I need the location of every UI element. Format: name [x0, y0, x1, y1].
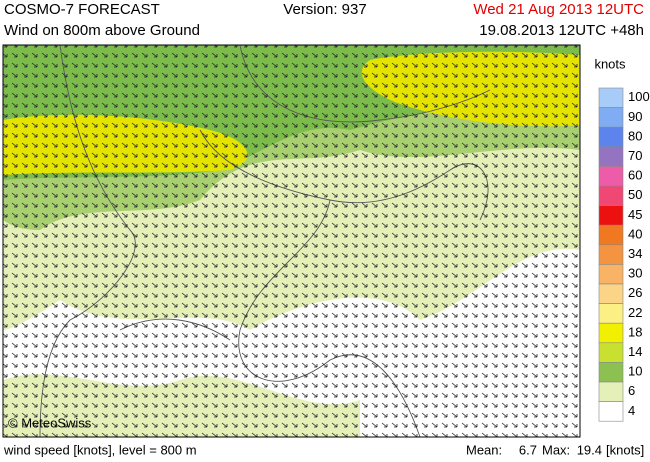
- legend-unit: knots: [594, 56, 626, 71]
- legend-swatch: [598, 166, 624, 187]
- legend: knots 100 90 80 70 60 50 45 40 34 30 26 22 18 14 10 6 4: [594, 56, 650, 422]
- mean-value: 6.7: [519, 442, 537, 457]
- legend-swatch: [598, 244, 624, 265]
- mean-label: Mean:: [466, 442, 502, 457]
- legend-label: 70: [628, 148, 642, 163]
- max-value: 19.4: [577, 442, 602, 457]
- run-time: 19.08.2013 12UTC +48h: [479, 22, 644, 39]
- max-label: Max:: [542, 442, 570, 457]
- version: Version: 937: [283, 1, 366, 18]
- legend-swatch: [598, 205, 624, 226]
- legend-swatch: [598, 362, 624, 383]
- legend-swatch: [598, 381, 624, 402]
- field-title: Wind on 800m above Ground: [4, 22, 200, 39]
- legend-label: 18: [628, 324, 642, 339]
- legend-swatch: [598, 322, 624, 344]
- legend-swatch: [598, 283, 624, 304]
- legend-label: 14: [628, 344, 642, 359]
- legend-label: 90: [628, 109, 642, 124]
- legend-label: 40: [628, 226, 642, 241]
- legend-swatch: [598, 342, 624, 363]
- legend-swatch: [598, 107, 624, 128]
- legend-label: 34: [628, 246, 642, 261]
- legend-label: 60: [628, 168, 642, 183]
- legend-label: 50: [628, 187, 642, 202]
- legend-label: 6: [628, 383, 635, 398]
- legend-label: 100: [628, 89, 650, 104]
- legend-label: 45: [628, 207, 642, 222]
- model-title: COSMO-7 FORECAST: [4, 1, 160, 18]
- valid-time: Wed 21 Aug 2013 12UTC: [473, 1, 644, 18]
- map-frame: [2, 44, 581, 438]
- legend-swatch: [598, 224, 624, 246]
- copyright: © MeteoSwiss: [8, 415, 92, 430]
- footer-description: wind speed [knots], level = 800 m: [3, 442, 197, 457]
- legend-label: 10: [628, 364, 642, 379]
- legend-label: 22: [628, 305, 642, 320]
- legend-swatch: [598, 303, 624, 324]
- legend-label: 4: [628, 403, 635, 418]
- legend-label: 80: [628, 128, 642, 143]
- legend-swatch: [598, 87, 624, 108]
- legend-swatch: [598, 264, 624, 285]
- legend-label: 26: [628, 285, 642, 300]
- map: © MeteoSwiss: [3, 45, 580, 437]
- legend-swatch: [598, 185, 624, 206]
- legend-label: 30: [628, 266, 642, 281]
- legend-swatch: [598, 401, 624, 422]
- unit: [knots]: [606, 442, 644, 457]
- legend-swatch: [598, 146, 624, 167]
- legend-swatch: [598, 126, 624, 148]
